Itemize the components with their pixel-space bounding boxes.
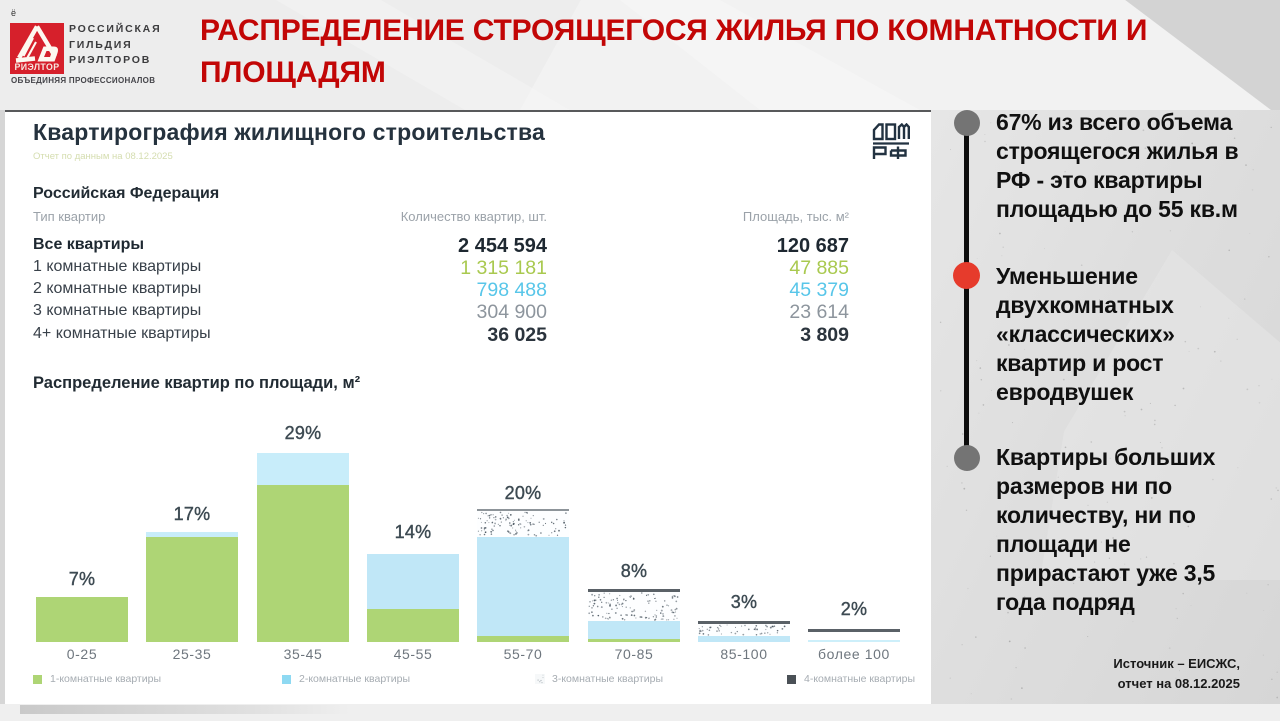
svg-text:РИЭЛТОР: РИЭЛТОР: [15, 62, 60, 72]
